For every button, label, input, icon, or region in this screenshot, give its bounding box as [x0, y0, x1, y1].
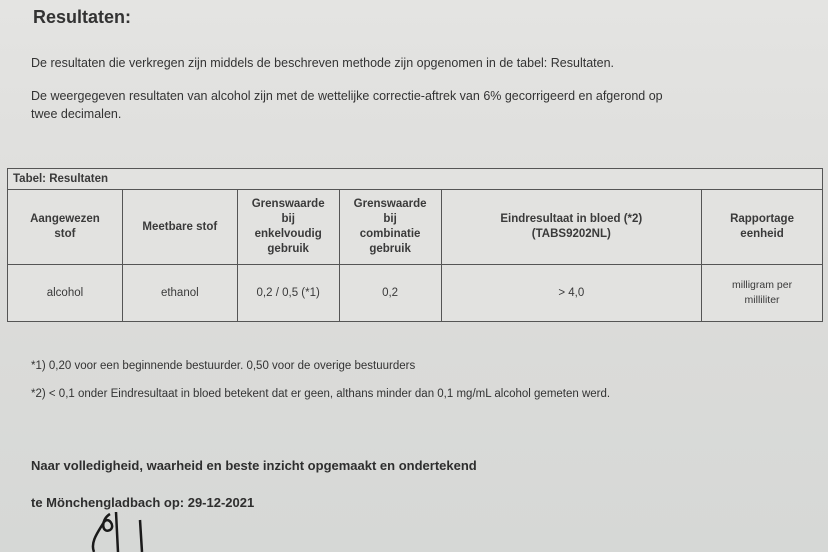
header-aangewezen-stof: Aangewezen stof	[7, 189, 123, 265]
results-table: Tabel: Resultaten Aangewezen stof Meetbar…	[7, 168, 823, 322]
intro-paragraph: De resultaten die verkregen zijn middels…	[31, 56, 614, 70]
closing-statement: Naar volledigheid, waarheid en beste inz…	[31, 458, 477, 473]
footnote-2: *2) < 0,1 onder Eindresultaat in bloed b…	[31, 388, 611, 400]
header-meetbare-stof: Meetbare stof	[121, 189, 238, 265]
correction-paragraph-line1: De weergegeven resultaten van alcohol zi…	[31, 89, 663, 103]
table-row: alcohol ethanol 0,2 / 0,5 (*1) 0,2 > 4,0…	[7, 264, 823, 322]
signature-icon	[91, 512, 144, 552]
header-rapportage-eenheid: Rapportage eenheid	[701, 189, 823, 265]
cell-eindresultaat: > 4,0	[440, 264, 703, 322]
header-eindresultaat: Eindresultaat in bloed (*2) (TABS9202NL)	[440, 189, 703, 265]
place-date: te Mönchengladbach op: 29-12-2021	[31, 495, 255, 510]
table-caption: Tabel: Resultaten	[7, 168, 823, 190]
table-header-row: Aangewezen stof Meetbare stof Grenswaarde…	[7, 189, 823, 265]
correction-paragraph-line2: twee decimalen.	[31, 107, 122, 121]
cell-grenswaarde-enkelvoudig: 0,2 / 0,5 (*1)	[236, 264, 340, 322]
cell-rapportage-eenheid: milligram per milliliter	[701, 264, 823, 322]
header-grenswaarde-enkelvoudig: Grenswaarde bij enkelvoudig gebruik	[236, 189, 340, 265]
footnote-1: *1) 0,20 voor een beginnende bestuurder.…	[31, 360, 416, 372]
cell-grenswaarde-combinatie: 0,2	[338, 264, 442, 322]
header-grenswaarde-combinatie: Grenswaarde bij combinatie gebruik	[338, 189, 442, 265]
cell-meetbare-stof: ethanol	[121, 264, 238, 322]
section-title: Resultaten:	[33, 7, 132, 27]
cell-aangewezen-stof: alcohol	[7, 264, 123, 322]
